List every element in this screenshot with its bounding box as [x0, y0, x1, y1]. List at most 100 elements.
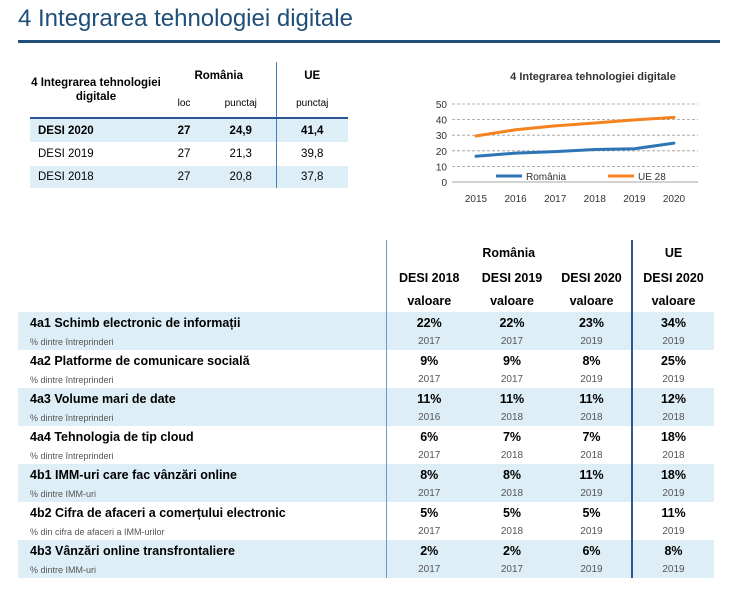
title-divider — [18, 40, 720, 43]
chart-ytick-label: 10 — [436, 162, 448, 173]
detail-col-sub: valoare — [490, 294, 534, 308]
indicator-unit: % dintre IMM-uri — [18, 561, 386, 578]
indicator-row: 4b1 IMM-uri care fac vânzări online 8% 8% 1… — [18, 464, 714, 485]
indicator-year: 2019 — [631, 371, 714, 388]
indicator-value: 7% — [582, 429, 601, 444]
summary-row-eu: 39,8 — [275, 142, 348, 166]
indicator-year: 2018 — [580, 450, 603, 461]
indicators-table: România UE DESI 2018 DESI 2019 DESI 2020… — [18, 240, 714, 578]
indicator-year: 2019 — [580, 526, 603, 537]
summary-row-loc: 27 — [162, 166, 206, 188]
indicator-value: 11% — [552, 464, 632, 485]
indicator-year: 2018 — [500, 526, 524, 537]
indicator-value: 2% — [472, 540, 552, 561]
chart-xtick-label: 2017 — [544, 194, 567, 205]
detail-col-sub: valoare — [385, 290, 472, 312]
indicator-value: 8% — [582, 353, 601, 368]
chart-ytick-label: 30 — [436, 131, 448, 142]
indicator-subrow: % dintre IMM-uri 2017 2018 2019 2019 — [18, 485, 714, 502]
detail-group-romania: România — [385, 240, 632, 266]
indicator-subrow: % dintre întreprinderi 2017 2018 2018 2018 — [18, 447, 714, 464]
indicator-year: 2019 — [631, 523, 714, 540]
indicator-year: 2019 — [552, 485, 632, 502]
summary-row-label: DESI 2020 — [30, 117, 162, 142]
indicator-unit: % dintre întreprinderi — [30, 374, 114, 385]
indicator-year: 2019 — [580, 374, 603, 385]
summary-row-label: DESI 2018 — [30, 166, 162, 188]
indicator-value: 8% — [472, 464, 552, 485]
indicator-subrow: % din cifra de afaceri a IMM-urilor 2017 2… — [18, 523, 714, 540]
indicator-unit: % dintre întreprinderi — [18, 333, 386, 350]
detail-col-sub: valoare — [631, 290, 714, 312]
indicator-name: 4b3 Vânzări online transfrontaliere — [18, 540, 386, 561]
indicator-year: 2017 — [385, 447, 472, 464]
indicator-year: 2017 — [472, 333, 552, 350]
indicator-year: 2017 — [385, 523, 472, 540]
summary-row-punctaj: 20,8 — [206, 166, 276, 188]
chart-series-line — [474, 115, 676, 138]
indicator-value: 11% — [472, 388, 552, 409]
indicator-year: 2017 — [500, 374, 524, 385]
indicator-value: 6% — [385, 426, 472, 447]
summary-row-eu: 37,8 — [275, 166, 348, 188]
indicator-year: 2019 — [552, 561, 632, 578]
chart-legend-label: România — [526, 172, 566, 183]
chart-legend-label: UE 28 — [638, 172, 666, 183]
page-title: 4 Integrarea tehnologiei digitale — [18, 5, 353, 32]
indicator-row: 4a3 Volume mari de date 11% 11% 11% 12% — [18, 388, 714, 409]
indicator-row: 4b2 Cifra de afaceri a comerțului electr… — [18, 502, 714, 523]
indicator-year: 2016 — [385, 409, 472, 426]
summary-row-label: DESI 2019 — [38, 148, 94, 160]
indicator-value: 23% — [552, 312, 632, 333]
indicator-year: 2017 — [385, 333, 472, 350]
indicator-value: 7% — [502, 429, 522, 444]
indicator-year: 2018 — [472, 485, 552, 502]
indicator-row: 4a1 Schimb electronic de informații 22% 22… — [18, 312, 714, 333]
indicator-year: 2018 — [472, 409, 552, 426]
detail-col-header: DESI 2018 — [385, 266, 472, 290]
indicator-value: 6% — [552, 540, 632, 561]
detail-group-eu: UE — [631, 240, 714, 266]
line-chart: 4 Integrarea tehnologiei digitale 0 10 20 3… — [436, 71, 698, 205]
indicator-value: 22% — [472, 312, 552, 333]
summary-header-label: 4 Integrarea tehnologiei digitale — [31, 76, 161, 103]
indicator-value: 34% — [631, 312, 714, 333]
indicator-value: 18% — [631, 464, 714, 485]
indicator-value: 11% — [631, 502, 714, 523]
indicator-value: 11% — [552, 388, 632, 409]
indicator-value: 8% — [385, 464, 472, 485]
indicator-row: 4b3 Vânzări online transfrontaliere 2% 2% 6… — [18, 540, 714, 561]
indicator-value: 25% — [631, 350, 714, 371]
indicator-value: 18% — [631, 426, 714, 447]
chart-xtick-label: 2019 — [623, 194, 646, 205]
chart-xtick-label: 2018 — [584, 194, 607, 205]
indicator-year: 2017 — [472, 561, 552, 578]
summary-group-eu: UE — [275, 62, 348, 90]
indicator-value: 8% — [631, 540, 714, 561]
chart-ytick-label: 50 — [436, 100, 448, 111]
indicator-unit: % dintre IMM-uri — [18, 485, 386, 502]
indicator-value: 22% — [385, 312, 472, 333]
indicator-unit: % dintre întreprinderi — [30, 450, 114, 461]
summary-row-eu: 41,4 — [275, 117, 348, 142]
detail-col-header: DESI 2020 — [631, 266, 714, 290]
summary-sub-punctaj-eu: punctaj — [275, 90, 348, 118]
summary-table: 4 Integrarea tehnologiei digitale Români… — [30, 62, 348, 188]
indicator-value: 2% — [385, 540, 472, 561]
indicator-year: 2019 — [631, 333, 714, 350]
chart-ytick-label: 0 — [441, 178, 447, 189]
detail-col-header: DESI 2019 — [481, 271, 543, 285]
indicator-value: 12% — [631, 388, 714, 409]
indicator-name: 4a4 Tehnologia de tip cloud — [30, 429, 194, 444]
indicator-subrow: % dintre întreprinderi 2016 2018 2018 2018 — [18, 409, 714, 426]
indicator-value: 5% — [385, 502, 472, 523]
indicator-year: 2018 — [631, 447, 714, 464]
indicator-value: 9% — [502, 353, 522, 368]
indicator-name: 4b2 Cifra de afaceri a comerțului electr… — [30, 505, 286, 520]
indicator-year: 2019 — [631, 485, 714, 502]
indicator-value: 11% — [385, 388, 472, 409]
indicator-year: 2019 — [631, 561, 714, 578]
indicator-subrow: % dintre întreprinderi 2017 2017 2019 2019 — [18, 371, 714, 388]
indicator-row: 4a4 Tehnologia de tip cloud 6% 7% 7% 18% — [18, 426, 714, 447]
summary-group-romania: România — [194, 70, 244, 82]
